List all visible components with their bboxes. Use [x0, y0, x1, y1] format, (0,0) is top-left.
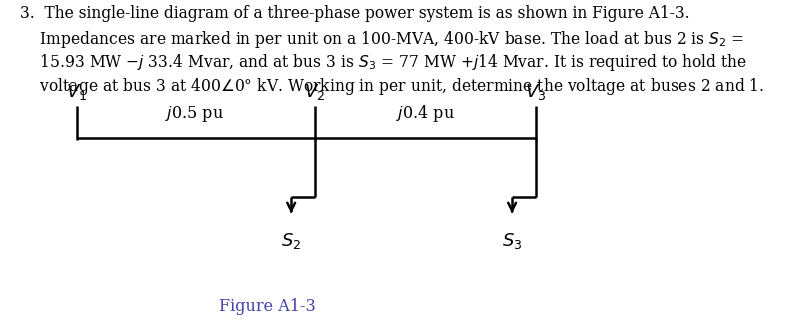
- Text: Impedances are marked in per unit on a 100-MVA, 400-kV base. The load at bus 2 i: Impedances are marked in per unit on a 1…: [20, 29, 744, 50]
- Text: 3.  The single-line diagram of a three-phase power system is as shown in Figure : 3. The single-line diagram of a three-ph…: [20, 5, 690, 22]
- Text: Figure A1-3: Figure A1-3: [220, 298, 316, 315]
- Text: 15.93 MW $-j$ 33.4 Mvar, and at bus 3 is $S_3$ = 77 MW $+j$14 Mvar. It is requir: 15.93 MW $-j$ 33.4 Mvar, and at bus 3 is…: [20, 52, 747, 73]
- Text: $j$0.4 pu: $j$0.4 pu: [395, 102, 454, 124]
- Text: $V_2$: $V_2$: [304, 82, 325, 102]
- Text: voltage at bus 3 at 400$\angle$0° kV. Working in per unit, determine the voltage: voltage at bus 3 at 400$\angle$0° kV. Wo…: [20, 76, 764, 97]
- Text: $V_1$: $V_1$: [66, 82, 88, 102]
- Text: $j$0.5 pu: $j$0.5 pu: [165, 103, 224, 124]
- Text: $S_3$: $S_3$: [502, 231, 522, 251]
- Text: $V_3$: $V_3$: [525, 82, 546, 102]
- Text: $S_2$: $S_2$: [281, 231, 301, 251]
